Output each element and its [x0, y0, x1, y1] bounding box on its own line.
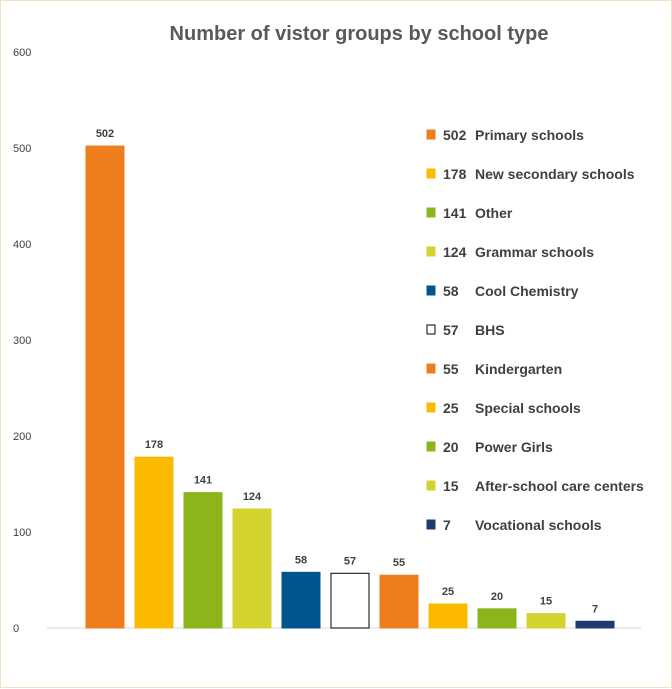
legend-swatch	[426, 324, 436, 335]
legend-label: Special schools	[475, 400, 581, 416]
legend-label: Cool Chemistry	[475, 283, 579, 299]
legend-swatch	[426, 285, 436, 296]
bar-value-label: 7	[592, 603, 598, 615]
bar-value-label: 124	[243, 491, 262, 503]
y-tick-label: 200	[13, 431, 31, 443]
legend-swatch	[426, 480, 436, 491]
legend-label: New secondary schools	[475, 166, 635, 182]
legend-swatch	[426, 246, 436, 257]
bar	[575, 620, 615, 629]
bar	[477, 608, 517, 629]
chart-title: Number of vistor groups by school type	[170, 23, 549, 45]
bar-value-label: 502	[96, 128, 114, 140]
y-tick-label: 500	[13, 143, 31, 155]
legend-swatch	[426, 168, 436, 179]
bar	[232, 508, 272, 629]
y-axis-ticks: 0 100 200 300 400 500 600	[13, 47, 31, 635]
legend-swatch	[426, 207, 436, 218]
legend-value: 178	[443, 166, 467, 182]
legend-value: 141	[443, 205, 467, 221]
legend-value: 7	[443, 517, 451, 533]
legend-swatch	[426, 402, 436, 413]
bar-value-label: 58	[295, 554, 307, 566]
legend-value: 20	[443, 439, 459, 455]
legend-label: BHS	[475, 322, 505, 338]
legend-value: 502	[443, 127, 467, 143]
bar-value-label: 25	[442, 586, 454, 598]
bar-value-label: 178	[145, 439, 163, 451]
bar	[428, 603, 468, 629]
legend-value: 55	[443, 361, 459, 377]
legend-value: 124	[443, 244, 467, 260]
y-tick-label: 300	[13, 335, 31, 347]
legend: 502 Primary schools 178 New secondary schoo…	[426, 127, 644, 533]
bar	[526, 613, 566, 629]
legend-label: Grammar schools	[475, 244, 594, 260]
legend-value: 58	[443, 283, 459, 299]
bar	[281, 571, 321, 629]
legend-value: 15	[443, 478, 459, 494]
bar	[330, 572, 370, 629]
bar-value-label: 15	[540, 596, 552, 608]
legend-label: Other	[475, 205, 513, 221]
bar	[379, 574, 419, 629]
legend-label: Vocational schools	[475, 517, 602, 533]
legend-swatch	[426, 519, 436, 530]
y-tick-label: 400	[13, 239, 31, 251]
bar-value-label: 20	[491, 591, 503, 603]
legend-swatch	[426, 363, 436, 374]
bar	[134, 456, 174, 629]
bar-value-label: 141	[194, 475, 212, 487]
legend-swatch	[426, 441, 436, 452]
legend-label: Power Girls	[475, 439, 553, 455]
legend-value: 57	[443, 322, 459, 338]
data-labels-group: 502 178 141 124 58 57 55 25 20 15 7	[96, 128, 598, 615]
bars-group	[85, 145, 615, 629]
legend-swatch	[426, 129, 436, 140]
y-tick-label: 600	[13, 47, 31, 59]
legend-value: 25	[443, 400, 459, 416]
bar	[85, 145, 125, 629]
bar-value-label: 57	[344, 555, 356, 567]
legend-label: Kindergarten	[475, 361, 562, 377]
bar-value-label: 55	[393, 557, 405, 569]
legend-label: After-school care centers	[475, 478, 644, 494]
legend-label: Primary schools	[475, 127, 584, 143]
y-tick-label: 100	[13, 527, 31, 539]
bar	[183, 492, 223, 629]
y-tick-label: 0	[13, 623, 19, 635]
